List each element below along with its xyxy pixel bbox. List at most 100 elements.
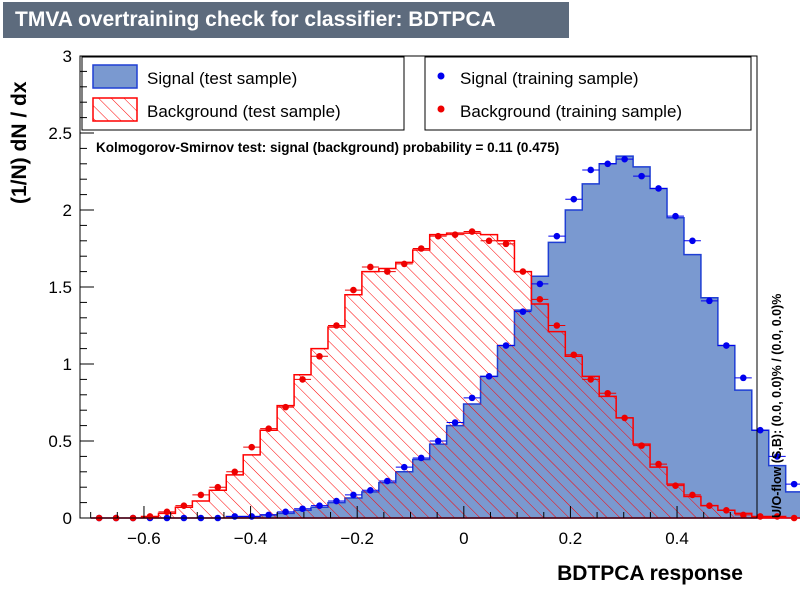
background-training-point <box>282 403 289 411</box>
background-training-point <box>350 286 357 294</box>
signal-training-point <box>417 454 425 462</box>
signal-training-point <box>367 486 374 494</box>
x-tick-label: 0.2 <box>559 529 583 548</box>
background-training-point <box>214 483 222 491</box>
signal-training-point <box>756 426 764 434</box>
signal-training-point <box>400 463 408 471</box>
background-training-point <box>417 245 425 252</box>
y-tick-label: 2 <box>63 201 72 220</box>
legend-label-background-training: Background (training sample) <box>460 102 682 121</box>
background-training-point <box>468 228 476 235</box>
legend-label-signal-test: Signal (test sample) <box>147 69 297 88</box>
signal-training-point <box>451 419 459 426</box>
overflow-side-label: U/O-flow (S,B): (0.0, 0.0)% / (0.0, 0.0)… <box>770 294 784 518</box>
signal-training-point <box>706 297 713 305</box>
background-training-point <box>672 482 679 489</box>
x-tick-label: 0 <box>459 529 468 548</box>
x-tick-label: −0.2 <box>340 529 374 548</box>
signal-training-point <box>299 505 306 513</box>
signal-training-point <box>384 477 391 485</box>
signal-training-point <box>350 491 357 499</box>
background-training-point <box>502 240 510 248</box>
y-tick-label: 0 <box>63 509 72 528</box>
signal-training-point <box>282 508 289 516</box>
legend-swatch-signal-test <box>92 64 138 89</box>
signal-training-point <box>655 185 662 192</box>
background-training-point <box>333 322 340 329</box>
signal-training-point <box>621 155 628 163</box>
background-training-point <box>231 468 239 476</box>
background-training-point <box>655 460 662 468</box>
signal-training-point <box>587 166 595 174</box>
y-tick-label: 0.5 <box>48 432 72 451</box>
background-training-point <box>706 502 713 509</box>
x-tick-label: −0.4 <box>234 529 268 548</box>
signal-training-point <box>519 308 527 315</box>
background-training-point <box>604 389 611 397</box>
background-training-point <box>367 263 374 271</box>
legend-label-background-test: Background (test sample) <box>147 102 341 121</box>
signal-training-point <box>604 160 611 168</box>
signal-training-point <box>248 513 256 520</box>
signal-training-point <box>333 497 340 505</box>
signal-training-point <box>672 212 679 220</box>
signal-training-point <box>723 342 730 349</box>
signal-training-point <box>502 342 510 349</box>
background-training-point <box>451 231 459 238</box>
ks-test-annotation: Kolmogorov-Smirnov test: signal (backgro… <box>96 140 559 155</box>
signal-training-point <box>434 437 442 445</box>
legend-box-right <box>424 56 752 131</box>
background-training-point <box>638 442 645 449</box>
background-training-point <box>163 508 171 516</box>
signal-training-point <box>231 513 239 520</box>
background-training-point <box>316 353 323 360</box>
background-training-point <box>773 513 781 520</box>
x-tick-label: −0.6 <box>127 529 161 548</box>
background-training-point <box>790 514 798 522</box>
x-axis-label: BDTPCA response <box>557 562 743 585</box>
y-tick-label: 2.5 <box>48 124 72 143</box>
background-training-point <box>553 322 561 329</box>
background-training-point <box>400 260 408 268</box>
background-training-point <box>740 511 747 519</box>
background-training-point <box>146 513 154 520</box>
y-tick-label: 1.5 <box>48 278 72 297</box>
signal-training-point <box>740 374 747 382</box>
background-training-point <box>756 513 764 520</box>
background-training-point <box>587 376 595 383</box>
x-tick-label: 0.4 <box>665 529 689 548</box>
signal-training-point <box>773 453 781 460</box>
y-tick-label: 1 <box>63 355 72 374</box>
background-training-point <box>434 232 442 240</box>
signal-training-point <box>790 480 798 488</box>
background-training-point <box>536 296 544 303</box>
signal-training-point <box>570 195 578 203</box>
legend-label-signal-training: Signal (training sample) <box>460 69 639 88</box>
background-training-point <box>519 268 527 275</box>
background-training-point <box>180 502 188 509</box>
legend-marker-background-training <box>437 105 445 113</box>
background-training-point <box>723 507 730 514</box>
background-training-point <box>485 237 493 245</box>
signal-training-point <box>316 502 323 509</box>
background-training-point <box>689 491 696 499</box>
signal-training-point <box>265 511 272 519</box>
background-training-point <box>197 491 205 499</box>
background-training-point <box>621 414 628 422</box>
signal-training-point <box>689 237 696 245</box>
legend-swatch-background-test <box>92 97 138 122</box>
background-training-point <box>248 443 256 451</box>
y-axis-label: (1/N) dN / dx <box>8 81 31 204</box>
signal-training-point <box>536 280 544 288</box>
window-title: TMVA overtraining check for classifier: … <box>3 2 569 38</box>
background-training-point <box>265 425 272 432</box>
background-training-point <box>299 376 306 383</box>
y-tick-label: 3 <box>63 47 72 66</box>
signal-training-point <box>638 172 645 180</box>
legend-marker-signal-training <box>437 72 445 80</box>
signal-training-point <box>468 394 476 402</box>
signal-training-point <box>485 373 493 380</box>
signal-training-point <box>553 232 561 240</box>
background-training-point <box>570 351 578 359</box>
